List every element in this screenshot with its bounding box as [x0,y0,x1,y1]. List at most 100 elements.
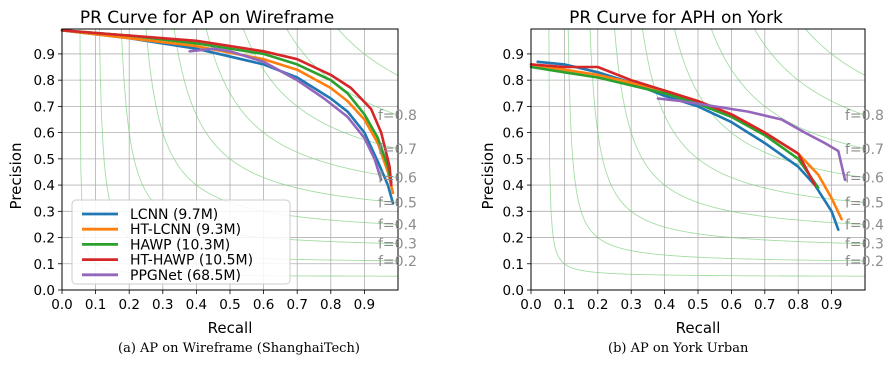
x-tick-label: 0.3 [620,297,641,313]
x-tick-label: 0.5 [219,297,240,313]
iso-f-label: f=0.2 [845,254,884,270]
y-tick-label: 0.2 [503,231,524,247]
series-hawp-line [529,65,820,189]
y-tick-labels: 0.0 0.1 0.2 0.3 0.4 0.5 0.6 0.7 0.8 0.9 [34,47,62,299]
iso-f-label: f=0.5 [845,196,884,212]
y-tick-label: 0.9 [34,47,55,63]
x-tick-label: 0.2 [587,297,608,313]
iso-f-label: f=0.6 [378,171,417,187]
iso-f-label: f=0.4 [378,217,417,233]
y-tick-label: 0.3 [503,204,524,220]
x-tick-label: 0.0 [520,297,541,313]
y-tick-label: 0.1 [503,257,524,273]
y-tick-label: 0.6 [34,126,55,142]
series-lines [529,60,847,231]
iso-f-labels: f=0.2f=0.3 f=0.4 f=0.5 f=0.6 f=0.7 f=0.8 [378,108,417,270]
legend-label: HT-LCNN (9.3M) [130,222,241,238]
iso-f-curve [589,29,865,245]
iso-f-label: f=0.5 [378,196,417,212]
iso-f-curve [337,29,398,76]
x-tick-label: 0.2 [118,297,139,313]
y-tick-label: 0.8 [34,73,55,89]
x-tick-label: 0.3 [152,297,173,313]
legend: LCNN (9.7M)HT-LCNN (9.3M)HAWP (10.3M)HT-… [71,199,291,285]
y-tick-labels: 0.0 0.1 0.2 0.3 0.4 0.5 0.6 0.7 0.8 0.9 [503,47,531,299]
iso-f-labels: f=0.2f=0.3 f=0.4 f=0.5 f=0.6 f=0.7 f=0.8 [845,108,884,270]
iso-f-curve [753,29,865,116]
x-tick-label: 0.5 [687,297,708,313]
iso-f-label: f=0.7 [378,142,417,158]
iso-f-label: f=0.3 [378,237,417,253]
x-tick-label: 0.8 [320,297,341,313]
series-ht-hawp-line [529,63,817,187]
legend-box [71,199,291,285]
iso-f-label: f=0.2 [378,254,417,270]
legend-label: HT-HAWP (10.5M) [130,253,253,269]
series-hawp-line [60,28,393,184]
x-axis-label: Recall [208,319,253,335]
iso-f-curve [710,29,865,150]
pr-curves-figure: PR Curve for AP on Wireframe 0.0 0.1 0.2 0.… [7,8,884,335]
y-tick-label: 0.0 [503,283,524,299]
y-tick-label: 0.5 [34,152,55,168]
x-tick-label: 0.7 [754,297,775,313]
series-ht-lcnn-line [60,28,395,195]
series-ht-hawp-line [60,28,393,187]
y-tick-label: 0.1 [34,257,55,273]
x-tick-labels: 0.0 0.1 0.2 0.3 0.4 0.5 0.6 0.7 0.8 0.9 [520,290,842,313]
y-tick-label: 0.4 [34,178,55,194]
x-tick-label: 0.1 [554,297,575,313]
iso-f-curve [804,29,865,76]
x-tick-label: 0.0 [51,297,72,313]
y-axis-label: Precision [7,143,25,210]
series-lcnn-line [536,60,840,231]
x-tick-label: 0.6 [721,297,742,313]
y-tick-label: 0.6 [503,126,524,142]
iso-f-curve [173,29,398,204]
iso-f-curve [642,29,865,204]
x-tick-label: 0.6 [253,297,274,313]
iso-f-curve [205,29,398,178]
iso-f-label: f=0.8 [378,108,417,124]
legend-label: PPGNet (68.5M) [130,268,241,284]
y-tick-label: 0.2 [34,231,55,247]
y-tick-label: 0.0 [34,283,55,299]
caption-left: (a) AP on Wireframe (ShanghaiTech) [118,341,360,356]
x-tick-labels: 0.0 0.1 0.2 0.3 0.4 0.5 0.6 0.7 0.8 0.9 [51,290,375,313]
iso-f-curve [567,29,865,262]
y-axis-label: Precision [479,143,497,210]
x-tick-label: 0.7 [286,297,307,313]
x-axis-label: Recall [676,319,721,335]
y-tick-label: 0.7 [503,99,524,115]
y-tick-label: 0.3 [34,204,55,220]
x-tick-label: 0.1 [85,297,106,313]
y-tick-label: 0.8 [503,73,524,89]
iso-f-curve [673,29,865,178]
y-tick-label: 0.9 [503,47,524,63]
iso-f-curves [548,29,865,277]
york-pr-panel: PR Curve for APH on York 0.0 0.1 0.2 0.3 0.4… [479,8,884,335]
iso-f-label: f=0.3 [845,237,884,253]
x-tick-label: 0.9 [821,297,842,313]
iso-f-label: f=0.8 [845,108,884,124]
iso-f-curve [548,29,865,277]
y-tick-label: 0.7 [34,99,55,115]
iso-f-curve [614,29,865,225]
wireframe-pr-panel: PR Curve for AP on Wireframe 0.0 0.1 0.2 0.… [7,8,417,335]
legend-label: HAWP (10.3M) [130,237,230,253]
series-ppgnet-line [656,97,847,182]
caption-right: (b) AP on York Urban [608,341,749,356]
x-tick-label: 0.9 [354,297,375,313]
iso-f-label: f=0.6 [845,171,884,187]
series-lcnn-line [60,28,395,205]
iso-f-label: f=0.7 [845,142,884,158]
series-ppgnet-line [188,47,383,182]
y-tick-label: 0.5 [503,152,524,168]
x-tick-label: 0.4 [186,297,207,313]
y-tick-label: 0.4 [503,178,524,194]
iso-f-label: f=0.4 [845,217,884,233]
chart-title: PR Curve for APH on York [569,8,783,28]
legend-label: LCNN (9.7M) [130,207,218,223]
series-lines [60,28,395,205]
chart-title: PR Curve for AP on Wireframe [80,8,334,28]
